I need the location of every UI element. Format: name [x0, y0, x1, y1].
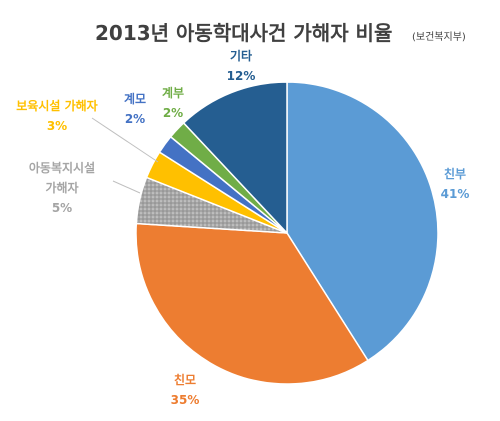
slice-label-6: 계부 — [162, 85, 184, 100]
leader-line-4 — [91, 117, 159, 163]
slice-value-label-1: 41% — [441, 187, 470, 201]
slice-value-label-6: 2% — [163, 106, 183, 120]
pie-slice-7 — [182, 81, 288, 235]
slice-value-label-4: 3% — [47, 119, 67, 133]
slice-label-3-line-1: 아동복지시설 — [29, 160, 95, 175]
slice-value-label-7: 12% — [227, 69, 256, 83]
slice-value-label-3: 5% — [52, 201, 72, 215]
chart-subtitle: (보건복지부) — [412, 31, 466, 43]
pie-slice-1 — [286, 81, 439, 362]
slice-label-3-line-2: 가해자 — [45, 180, 78, 195]
pie-slice-2 — [135, 222, 369, 385]
pie-slices — [135, 81, 439, 385]
slice-value-label-5: 2% — [125, 112, 145, 126]
leader-line-3 — [112, 180, 141, 194]
slice-label-1: 친부 — [444, 166, 466, 181]
chart-title: 2013년 아동학대사건 가해자 비율 — [95, 21, 392, 45]
slice-label-4: 보육시설 가해자 — [16, 98, 97, 113]
slice-value-label-2: 35% — [171, 393, 200, 407]
slice-label-2: 친모 — [174, 372, 196, 387]
slice-label-5: 계모 — [124, 91, 146, 106]
slice-label-7: 기타 — [230, 48, 252, 63]
